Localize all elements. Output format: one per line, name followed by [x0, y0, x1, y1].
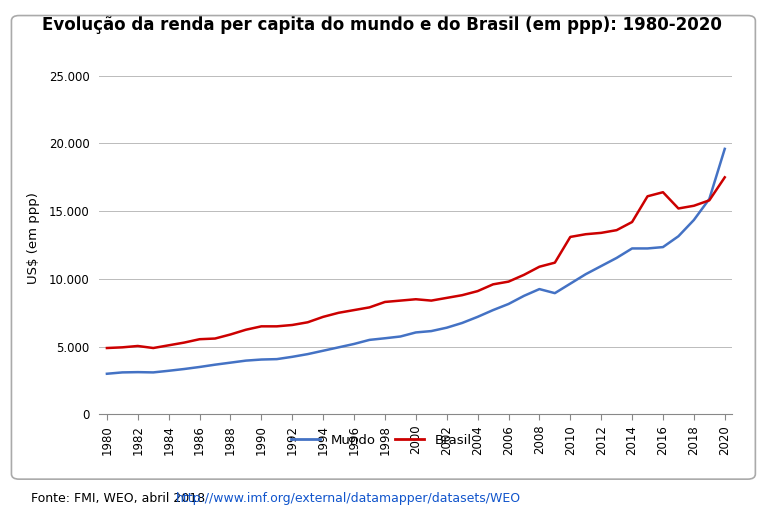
- Mundo: [658, 244, 668, 250]
- Legend: Mundo, Brasil: Mundo, Brasil: [285, 428, 478, 452]
- Brasil: [381, 299, 390, 305]
- Brasil: [179, 339, 188, 346]
- Y-axis label: US$ (em ppp): US$ (em ppp): [27, 192, 40, 284]
- Brasil: [705, 197, 714, 204]
- Mundo: [118, 369, 127, 376]
- Brasil: [520, 272, 529, 278]
- Brasil: [442, 295, 451, 301]
- Brasil: [334, 310, 343, 316]
- Mundo: [473, 314, 482, 320]
- Mundo: [627, 246, 636, 252]
- Mundo: [334, 344, 343, 351]
- Mundo: [643, 246, 652, 252]
- Brasil: [365, 304, 374, 310]
- Mundo: [211, 362, 220, 368]
- Mundo: [134, 369, 143, 375]
- Brasil: [504, 279, 513, 285]
- Mundo: [102, 371, 111, 377]
- Brasil: [550, 260, 559, 266]
- Brasil: [689, 203, 698, 209]
- Mundo: [520, 293, 529, 299]
- Brasil: [427, 297, 436, 304]
- Brasil: [720, 174, 729, 180]
- Brasil: [226, 332, 235, 338]
- Mundo: [396, 334, 405, 340]
- Brasil: [211, 336, 220, 342]
- Brasil: [597, 230, 606, 236]
- Line: Mundo: Mundo: [107, 149, 725, 374]
- Mundo: [674, 233, 683, 239]
- Mundo: [195, 364, 204, 370]
- Brasil: [535, 264, 544, 270]
- Mundo: [535, 286, 544, 292]
- Mundo: [272, 356, 282, 362]
- Brasil: [473, 288, 482, 294]
- Brasil: [396, 297, 405, 304]
- Mundo: [597, 263, 606, 269]
- Brasil: [241, 327, 250, 333]
- Brasil: [411, 296, 420, 303]
- Mundo: [550, 290, 559, 296]
- Brasil: [164, 342, 173, 349]
- Mundo: [411, 329, 420, 336]
- Brasil: [581, 231, 591, 237]
- Brasil: [149, 345, 158, 351]
- Mundo: [488, 307, 497, 313]
- Mundo: [319, 348, 328, 354]
- Mundo: [149, 369, 158, 376]
- Brasil: [134, 343, 143, 349]
- Brasil: [102, 345, 111, 351]
- Mundo: [241, 357, 250, 364]
- Mundo: [164, 368, 173, 374]
- Brasil: [303, 319, 312, 325]
- Text: Fonte: FMI, WEO, abril 2018: Fonte: FMI, WEO, abril 2018: [31, 492, 208, 505]
- Mundo: [365, 337, 374, 343]
- Brasil: [349, 307, 359, 313]
- Mundo: [504, 301, 513, 307]
- Mundo: [257, 356, 266, 363]
- Brasil: [565, 234, 575, 240]
- Brasil: [612, 227, 621, 233]
- Brasil: [272, 323, 282, 329]
- Mundo: [720, 146, 729, 152]
- Mundo: [612, 255, 621, 261]
- Mundo: [381, 335, 390, 341]
- Mundo: [581, 271, 591, 277]
- Brasil: [643, 193, 652, 199]
- Mundo: [349, 341, 359, 347]
- Brasil: [458, 292, 467, 298]
- Mundo: [458, 320, 467, 326]
- Mundo: [288, 354, 297, 360]
- Brasil: [658, 189, 668, 195]
- Brasil: [288, 322, 297, 328]
- Mundo: [689, 217, 698, 223]
- Mundo: [226, 359, 235, 366]
- Mundo: [565, 281, 575, 287]
- Brasil: [674, 205, 683, 211]
- Brasil: [118, 344, 127, 351]
- Brasil: [627, 219, 636, 225]
- Brasil: [488, 281, 497, 287]
- Mundo: [705, 196, 714, 202]
- Text: http://www.imf.org/external/datamapper/datasets/WEO: http://www.imf.org/external/datamapper/d…: [175, 492, 521, 505]
- Mundo: [427, 328, 436, 334]
- Text: Evolução da renda per capita do mundo e do Brasil (em ppp): 1980-2020: Evolução da renda per capita do mundo e …: [41, 16, 722, 34]
- Brasil: [257, 323, 266, 329]
- Mundo: [442, 325, 451, 331]
- Mundo: [179, 366, 188, 372]
- Mundo: [303, 351, 312, 357]
- Brasil: [319, 314, 328, 320]
- Line: Brasil: Brasil: [107, 177, 725, 348]
- Brasil: [195, 336, 204, 342]
